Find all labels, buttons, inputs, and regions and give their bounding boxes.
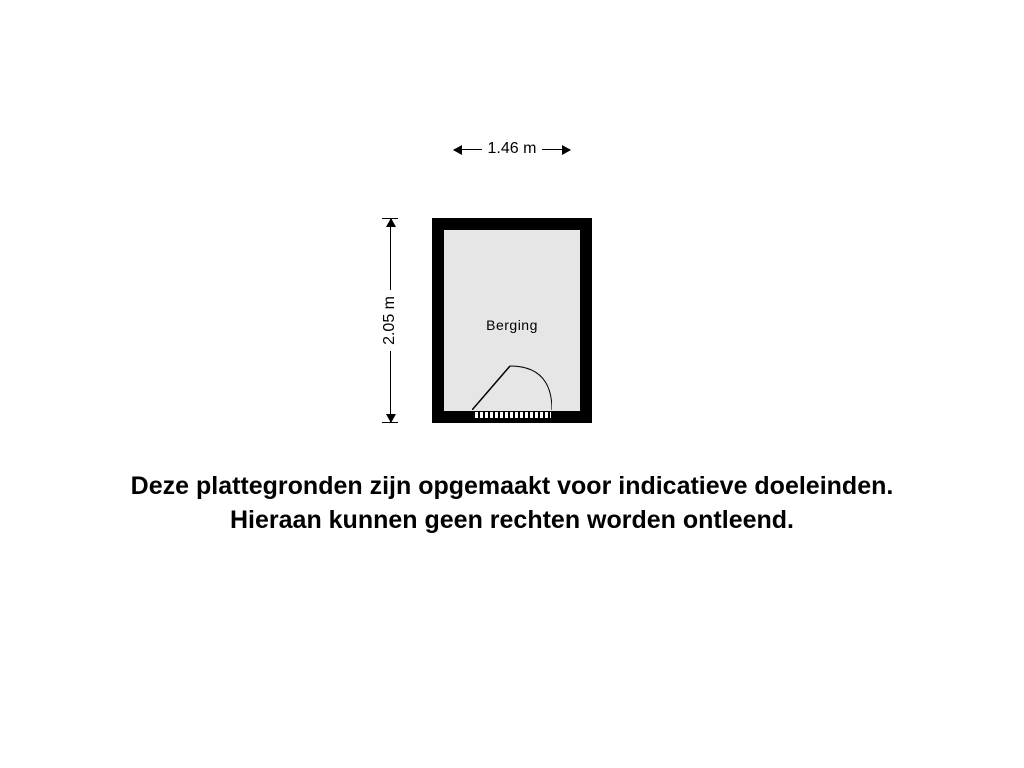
room-berging: Berging (432, 218, 592, 423)
disclaimer-text: Deze plattegronden zijn opgemaakt voor i… (0, 470, 1024, 538)
disclaimer-line1: Deze plattegronden zijn opgemaakt voor i… (0, 470, 1024, 504)
dimension-height: 2.05 m (380, 218, 400, 423)
dim-arrow-down-icon (390, 351, 391, 422)
disclaimer-line2: Hieraan kunnen geen rechten worden ontle… (0, 504, 1024, 538)
room-label: Berging (486, 317, 538, 333)
dim-arrow-right-icon (542, 149, 570, 150)
door-swing-icon (472, 360, 552, 410)
dim-arrow-left-icon (454, 149, 482, 150)
dimension-width: 1.46 m (432, 140, 592, 158)
dimension-height-label: 2.05 m (381, 290, 399, 351)
door-threshold-icon (472, 411, 552, 419)
dimension-width-label: 1.46 m (482, 140, 543, 158)
dim-arrow-up-icon (390, 219, 391, 290)
floorplan-canvas: 1.46 m 2.05 m Berging Deze plattegronden… (0, 0, 1024, 768)
